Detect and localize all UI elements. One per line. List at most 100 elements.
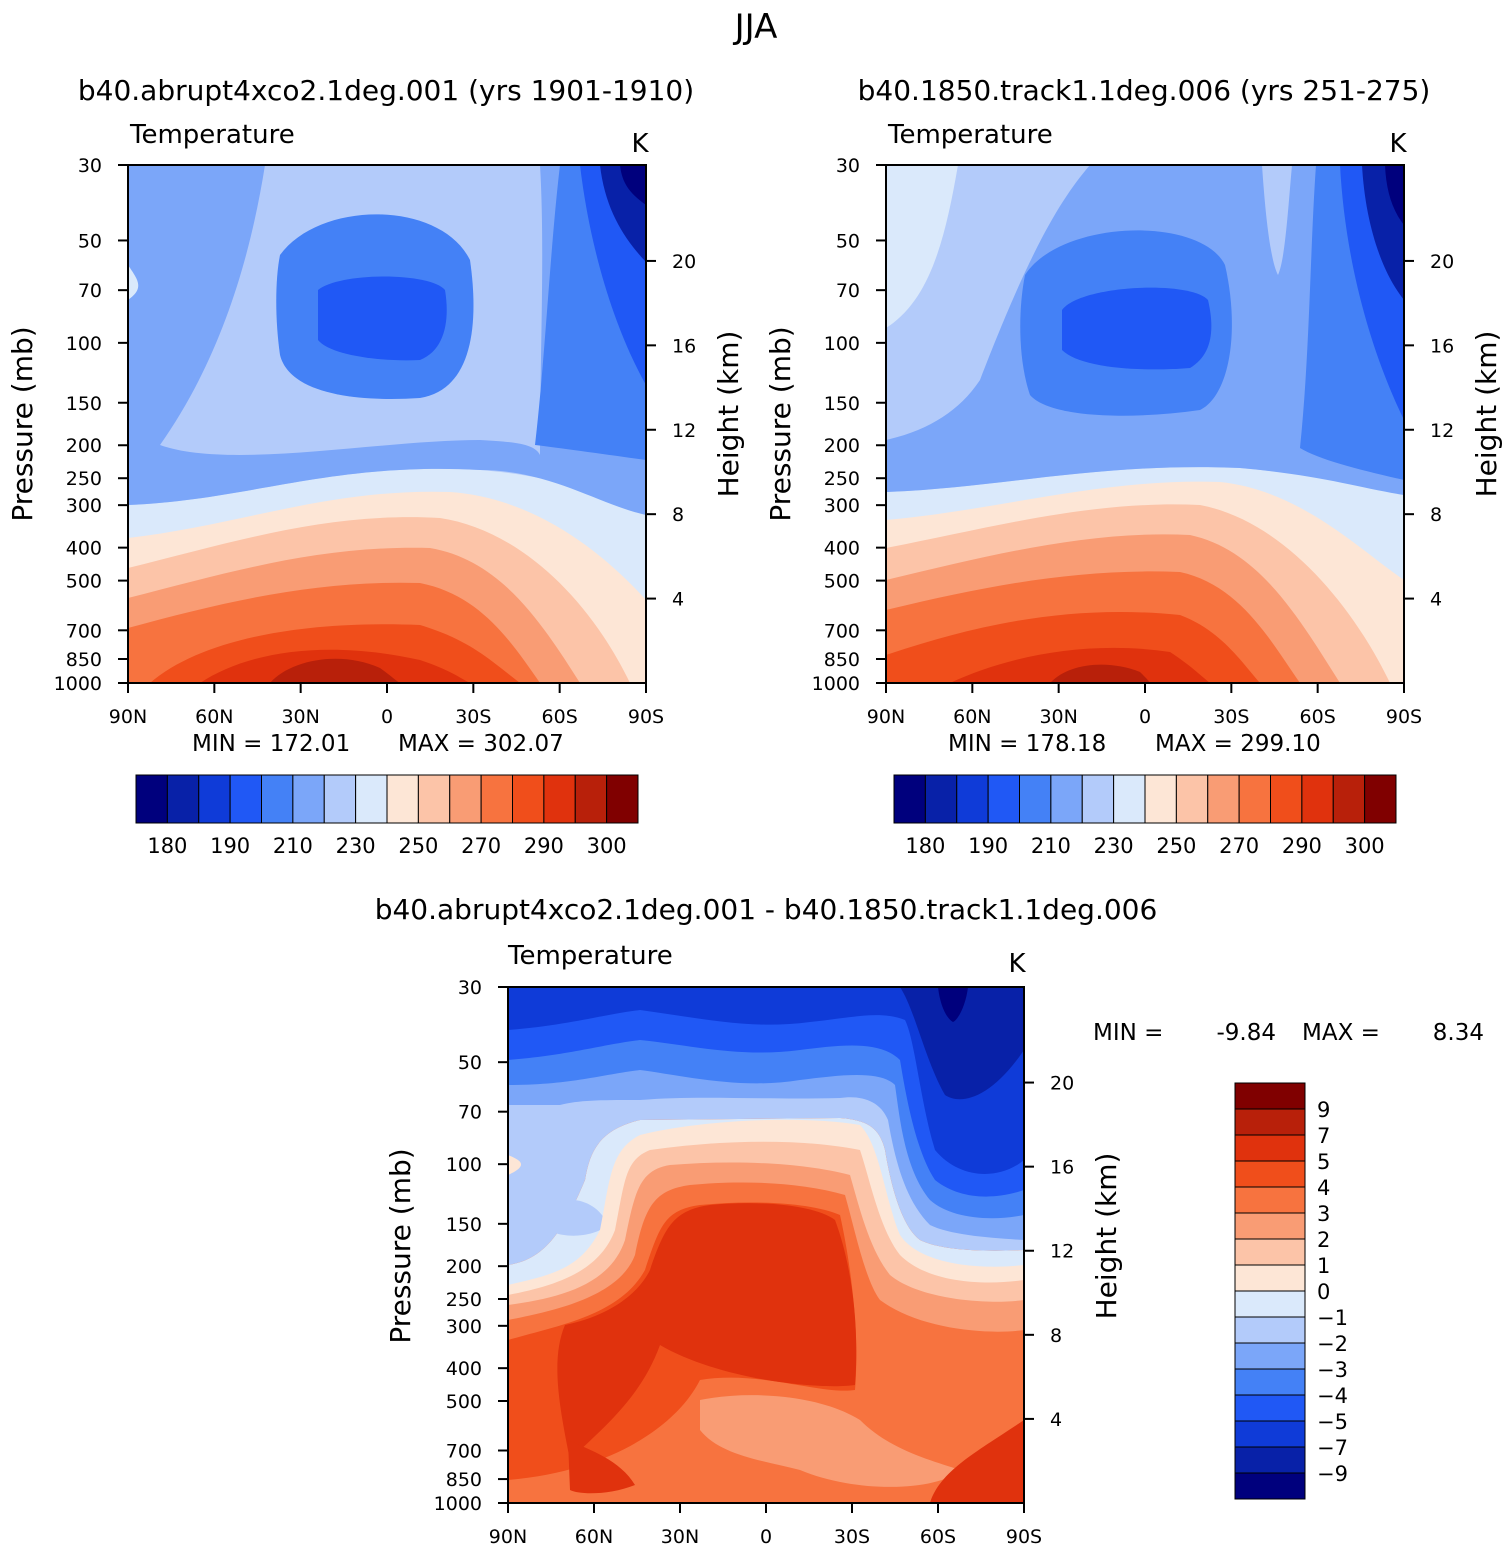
band-295-300 — [1050, 664, 1150, 683]
colorbar-swatch — [956, 774, 989, 824]
pressure-tick-label: 50 — [836, 230, 860, 252]
latitude-tick-label: 30N — [281, 706, 319, 728]
y2-axis-title: Height (km) — [712, 331, 745, 498]
band-290-295 — [950, 647, 1210, 683]
band-sh-180 — [620, 165, 646, 205]
contour-field — [886, 165, 1404, 683]
colorbar-swatch — [543, 774, 576, 824]
pressure-tick-label: 850 — [446, 1469, 482, 1491]
y2-axis-title: Height (km) — [1470, 331, 1503, 498]
colorbar-label: 250 — [398, 834, 438, 858]
y-axis-title: Pressure (mb) — [384, 1148, 417, 1343]
contour-field — [508, 987, 1024, 1503]
y-axis-title: Pressure (mb) — [764, 326, 797, 521]
pressure-tick-label: 200 — [446, 1256, 482, 1278]
max-label: MAX = 299.10 — [1155, 731, 1321, 757]
colorbar-label: −3 — [1317, 1358, 1348, 1382]
height-tick-label: 8 — [672, 504, 684, 526]
pressure-tick-label: 70 — [836, 280, 860, 302]
colorbar-label: 3 — [1317, 1202, 1330, 1226]
pressure-tick-label: 1000 — [54, 673, 102, 695]
colorbar-swatch — [1019, 774, 1052, 824]
colorbar-label: 4 — [1317, 1176, 1330, 1200]
y-axis-title: Pressure (mb) — [6, 326, 39, 521]
colorbar-swatch — [1234, 1472, 1306, 1500]
height-tick-label: 4 — [672, 589, 684, 611]
height-tick-label: 16 — [1050, 1157, 1074, 1179]
colorbar-swatch — [417, 774, 451, 824]
colorbar-label: −9 — [1317, 1462, 1348, 1486]
panel-track1: b40.1850.track1.1deg.006 (yrs 251-275) T… — [764, 74, 1503, 858]
band-5-7 — [557, 1203, 857, 1460]
colorbar-swatch — [574, 774, 608, 824]
pressure-tick-label: 400 — [446, 1358, 482, 1380]
colorbar-label: 190 — [210, 834, 250, 858]
colorbar-label: 2 — [1317, 1228, 1330, 1252]
band-minus-9 — [900, 987, 1024, 1100]
colorbar-swatch — [229, 774, 262, 824]
colorbar-swatch — [1234, 1420, 1306, 1448]
colorbar-swatch — [1234, 1082, 1306, 1110]
min-label: MIN = 178.18 — [948, 731, 1106, 757]
colorbar-label: 290 — [1282, 834, 1322, 858]
band-np-240 — [128, 265, 139, 300]
max-label: MAX = — [1302, 1020, 1380, 1046]
colorbar-label: 300 — [587, 834, 627, 858]
colorbar-swatch — [449, 774, 482, 824]
colorbar-swatch — [480, 774, 513, 824]
pressure-tick-label: 850 — [66, 649, 102, 671]
band-sh-5-7 — [930, 1420, 1024, 1503]
pressure-tick-label: 1000 — [812, 673, 860, 695]
pressure-tick-label: 100 — [446, 1154, 482, 1176]
panel-abrupt4xco2: b40.abrupt4xco2.1deg.001 (yrs 1901-1910)… — [6, 74, 745, 858]
colorbar-swatch — [355, 774, 388, 824]
colorbar-swatch — [1234, 1290, 1306, 1318]
height-tick-label: 16 — [672, 335, 696, 357]
height-axis: 4 8 12 16 20 — [1404, 251, 1454, 611]
height-axis: 4 8 12 16 20 — [1024, 1073, 1074, 1431]
contour-field — [128, 165, 646, 683]
colorbar: 180 190 210 230 250 270 290 300 — [135, 774, 639, 858]
latitude-axis: 90N 60N 30N 0 30S 60S 90S — [867, 683, 1422, 728]
units-label: K — [1389, 129, 1407, 159]
latitude-tick-label: 30S — [834, 1526, 870, 1548]
variable-label: Temperature — [507, 941, 673, 971]
latitude-tick-label: 30N — [661, 1526, 699, 1548]
latitude-tick-label: 30S — [455, 706, 491, 728]
height-tick-label: 20 — [1050, 1073, 1074, 1095]
pressure-tick-label: 500 — [824, 571, 860, 593]
band-295-300 — [270, 658, 400, 683]
pressure-tick-label: 50 — [458, 1052, 482, 1074]
colorbar-swatch — [1234, 1186, 1306, 1214]
colorbar-label: 7 — [1317, 1124, 1330, 1148]
pressure-tick-label: 300 — [66, 495, 102, 517]
pressure-tick-label: 400 — [824, 538, 860, 560]
height-tick-label: 4 — [1050, 1409, 1062, 1431]
colorbar-label: 180 — [905, 834, 945, 858]
pressure-tick-label: 200 — [66, 435, 102, 457]
height-tick-label: 12 — [1430, 420, 1454, 442]
latitude-tick-label: 60S — [920, 1526, 956, 1548]
colorbar-swatch — [1332, 774, 1366, 824]
colorbar-label: 230 — [336, 834, 376, 858]
variable-label: Temperature — [129, 120, 295, 150]
height-tick-label: 16 — [1430, 335, 1454, 357]
colorbar-swatch — [198, 774, 231, 824]
colorbar-label: 0 — [1317, 1280, 1330, 1304]
colorbar-label: 300 — [1345, 834, 1385, 858]
latitude-tick-label: 60S — [1300, 706, 1336, 728]
band-below-minus-9 — [938, 987, 968, 1022]
colorbar-label: 5 — [1317, 1150, 1330, 1174]
max-label: MAX = 302.07 — [398, 731, 564, 757]
colorbar-swatch — [1081, 774, 1115, 824]
latitude-tick-label: 60N — [575, 1526, 613, 1548]
colorbar-swatch — [1175, 774, 1209, 824]
latitude-tick-label: 90N — [489, 1526, 527, 1548]
colorbar-swatch — [1144, 774, 1177, 824]
colorbar-swatch — [292, 774, 325, 824]
colorbar-label: −4 — [1317, 1384, 1348, 1408]
latitude-tick-label: 60S — [542, 706, 578, 728]
